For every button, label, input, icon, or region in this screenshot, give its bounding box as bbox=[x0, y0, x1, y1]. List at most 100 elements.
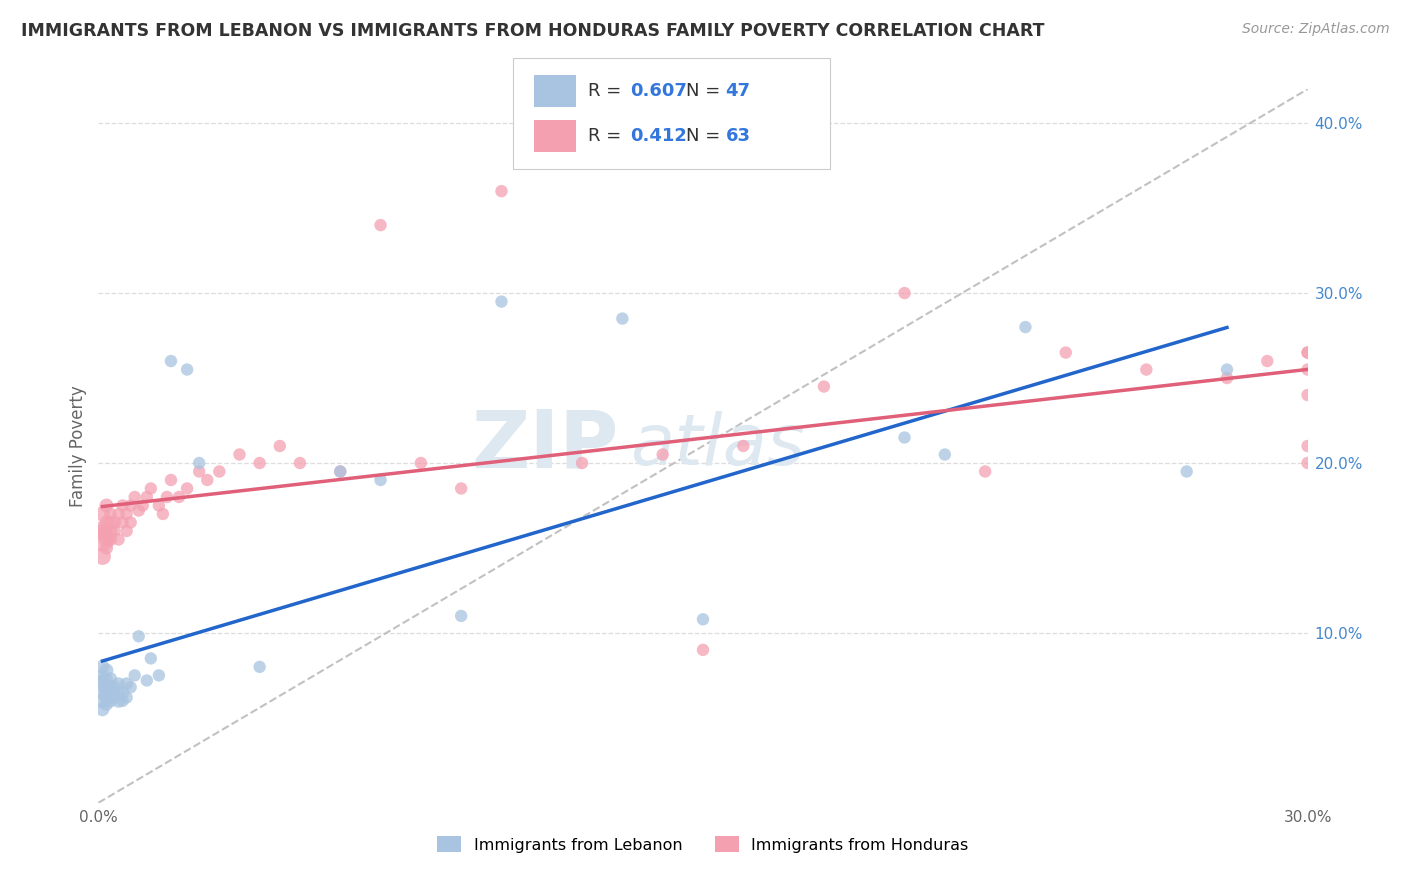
Point bbox=[100, 533, 122, 547]
Point bbox=[188, 456, 211, 470]
Point bbox=[160, 354, 183, 368]
Point bbox=[100, 524, 122, 538]
Text: R =: R = bbox=[588, 82, 627, 100]
Point bbox=[115, 507, 138, 521]
Point bbox=[132, 499, 155, 513]
Point bbox=[96, 541, 118, 555]
Point bbox=[107, 507, 129, 521]
Point bbox=[491, 294, 513, 309]
Point bbox=[100, 672, 122, 686]
Point bbox=[100, 681, 122, 696]
Legend: Immigrants from Lebanon, Immigrants from Honduras: Immigrants from Lebanon, Immigrants from… bbox=[432, 830, 974, 859]
Point bbox=[111, 499, 134, 513]
Point bbox=[1175, 465, 1198, 479]
Point bbox=[188, 465, 211, 479]
Point bbox=[91, 685, 114, 699]
Point bbox=[111, 516, 134, 530]
Point bbox=[269, 439, 291, 453]
Point bbox=[249, 456, 271, 470]
Point bbox=[115, 677, 138, 691]
Point bbox=[96, 698, 118, 712]
Point bbox=[491, 184, 513, 198]
Point bbox=[167, 490, 190, 504]
Point bbox=[329, 465, 352, 479]
Point bbox=[103, 524, 125, 538]
Point bbox=[115, 524, 138, 538]
Point bbox=[135, 490, 157, 504]
Point bbox=[176, 482, 198, 496]
Point bbox=[100, 689, 122, 703]
Point bbox=[91, 507, 114, 521]
Point bbox=[1135, 362, 1157, 376]
Point bbox=[1296, 345, 1319, 359]
Point bbox=[1296, 362, 1319, 376]
Point bbox=[160, 473, 183, 487]
Text: IMMIGRANTS FROM LEBANON VS IMMIGRANTS FROM HONDURAS FAMILY POVERTY CORRELATION C: IMMIGRANTS FROM LEBANON VS IMMIGRANTS FR… bbox=[21, 22, 1045, 40]
Point bbox=[208, 465, 231, 479]
Point bbox=[893, 286, 915, 301]
Point bbox=[893, 430, 915, 444]
Point bbox=[96, 680, 118, 694]
Point bbox=[96, 533, 118, 547]
Point bbox=[115, 690, 138, 705]
Point bbox=[91, 694, 114, 708]
Point bbox=[103, 680, 125, 694]
Point bbox=[111, 685, 134, 699]
Point bbox=[651, 448, 673, 462]
Y-axis label: Family Poverty: Family Poverty bbox=[69, 385, 87, 507]
Point bbox=[1256, 354, 1278, 368]
Point bbox=[111, 694, 134, 708]
Point bbox=[1296, 388, 1319, 402]
Point bbox=[156, 490, 179, 504]
Point bbox=[91, 549, 114, 564]
Point bbox=[813, 379, 835, 393]
Point bbox=[1296, 439, 1319, 453]
Point bbox=[176, 362, 198, 376]
Point bbox=[152, 507, 174, 521]
Point bbox=[91, 533, 114, 547]
Point bbox=[288, 456, 311, 470]
Point bbox=[934, 448, 956, 462]
Point bbox=[107, 677, 129, 691]
Text: Source: ZipAtlas.com: Source: ZipAtlas.com bbox=[1241, 22, 1389, 37]
Text: ZIP: ZIP bbox=[471, 407, 619, 485]
Point bbox=[96, 685, 118, 699]
Point bbox=[148, 668, 170, 682]
Point bbox=[128, 629, 150, 643]
Point bbox=[91, 524, 114, 538]
Text: 0.412: 0.412 bbox=[630, 127, 686, 145]
Point bbox=[91, 524, 114, 538]
Point bbox=[1054, 345, 1077, 359]
Point bbox=[249, 660, 271, 674]
Point bbox=[571, 456, 593, 470]
Point bbox=[148, 499, 170, 513]
Point bbox=[124, 490, 146, 504]
Point bbox=[195, 473, 218, 487]
Point bbox=[733, 439, 755, 453]
Point bbox=[135, 673, 157, 688]
Point bbox=[612, 311, 634, 326]
Point bbox=[96, 516, 118, 530]
Point bbox=[96, 673, 118, 688]
Point bbox=[107, 694, 129, 708]
Point bbox=[139, 482, 162, 496]
Text: 63: 63 bbox=[725, 127, 751, 145]
Text: N =: N = bbox=[686, 127, 725, 145]
Point bbox=[370, 473, 392, 487]
Point bbox=[139, 651, 162, 665]
Point bbox=[228, 448, 250, 462]
Point bbox=[1296, 456, 1319, 470]
Point bbox=[91, 668, 114, 682]
Point bbox=[128, 503, 150, 517]
Text: R =: R = bbox=[588, 127, 627, 145]
Point bbox=[1296, 345, 1319, 359]
Point bbox=[120, 516, 142, 530]
Point bbox=[91, 677, 114, 691]
Point bbox=[91, 660, 114, 674]
Point bbox=[450, 482, 472, 496]
Point bbox=[409, 456, 432, 470]
Point bbox=[103, 690, 125, 705]
Text: 0.607: 0.607 bbox=[630, 82, 686, 100]
Point bbox=[96, 499, 118, 513]
Point bbox=[103, 516, 125, 530]
